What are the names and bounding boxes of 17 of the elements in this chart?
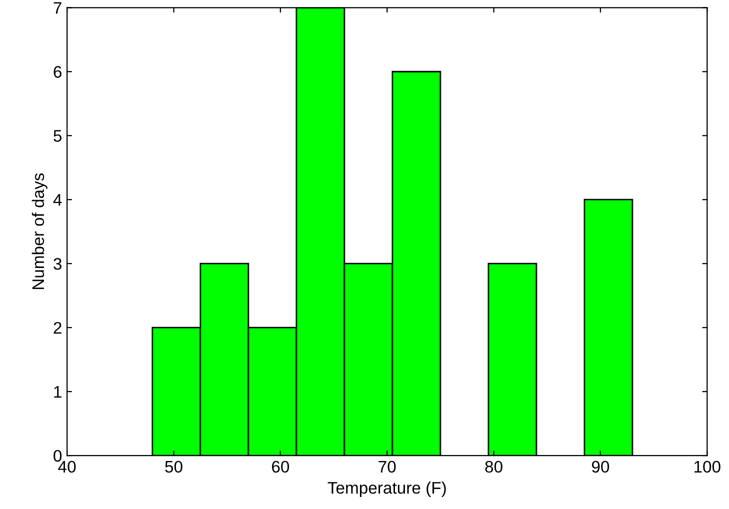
x-tick-label: 70 [378,460,396,473]
y-tick-label: 1 [54,386,62,398]
y-tick-label: 4 [53,194,62,206]
y-axis-title: Number of days [32,173,48,290]
x-tick-label: 60 [272,460,290,473]
x-axis-title: Temperature (F) [328,482,446,498]
x-tick-label: 50 [165,460,182,473]
x-tick-label: 80 [485,460,502,473]
y-tick-label: 5 [54,130,62,142]
y-tick-label: 7 [54,2,62,14]
y-tick-label: 2 [54,322,62,334]
y-tick-label: 3 [54,258,62,270]
x-tick-label: 40 [58,460,76,473]
y-tick-label: 6 [54,66,62,78]
x-tick-label: 100 [694,460,720,473]
y-tick-label: 0 [54,450,62,462]
x-tick-label: 90 [592,460,610,473]
